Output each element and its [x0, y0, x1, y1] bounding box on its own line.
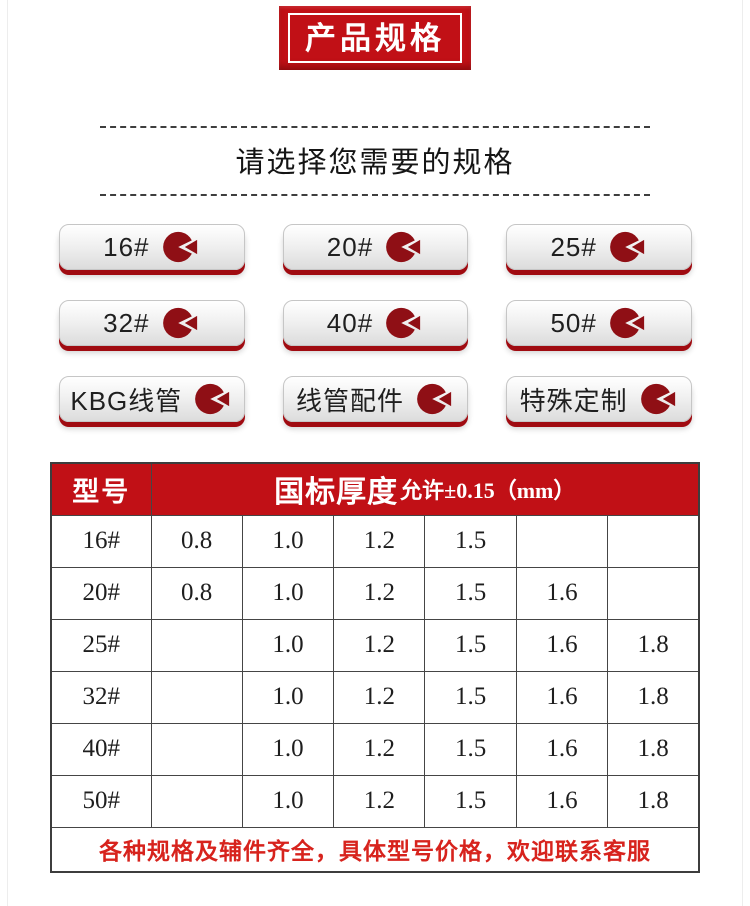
spec-option-label: KBG线管	[70, 385, 183, 416]
spec-option-label: 特殊定制	[519, 385, 628, 416]
spec-option-label: 50#	[550, 307, 597, 338]
spec-option-button[interactable]: 40#	[282, 300, 469, 346]
section-banner: 产品规格	[279, 6, 471, 70]
pie-wedge-icon	[417, 383, 452, 415]
thickness-cell: 1.0	[241, 774, 335, 828]
pie-wedge-icon	[386, 231, 421, 263]
spec-option-button[interactable]: 32#	[59, 300, 245, 346]
thickness-cell: 1.6	[515, 774, 609, 828]
model-cell: 20#	[50, 566, 152, 620]
footer-note: 各种规格及辅件齐全，具体型号价格，欢迎联系客服	[99, 838, 651, 865]
thickness-cell: 1.5	[424, 566, 517, 620]
thickness-cell: 1.6	[515, 670, 609, 724]
thickness-cell: 1.5	[424, 670, 517, 724]
table-row: 20# 0.8 1.0 1.2 1.5 1.6	[50, 566, 700, 620]
table-row: 50# 1.0 1.2 1.5 1.6 1.8	[50, 774, 700, 828]
pie-wedge-icon	[195, 383, 230, 415]
spec-option-label: 16#	[103, 231, 150, 262]
thickness-tolerance: 允许±0.15（mm）	[400, 478, 576, 504]
thickness-cell: 1.0	[241, 566, 335, 620]
spec-option-button[interactable]: KBG线管	[59, 376, 245, 422]
thickness-cell: 1.5	[424, 618, 517, 672]
spec-option-label: 25#	[550, 231, 597, 262]
banner-title: 产品规格	[305, 20, 445, 56]
spec-option-label: 线管配件	[295, 385, 404, 416]
thickness-cell: 1.2	[333, 774, 426, 828]
thickness-cell: 1.0	[241, 618, 335, 672]
thickness-cell: 1.8	[607, 618, 700, 672]
spec-option-button[interactable]: 50#	[506, 300, 692, 346]
thickness-cell: 0.8	[150, 514, 243, 568]
pie-wedge-icon	[609, 307, 644, 339]
thickness-cell	[607, 566, 700, 620]
spec-option-button[interactable]: 20#	[282, 224, 469, 270]
thickness-cell: 1.2	[333, 618, 426, 672]
thickness-cell: 1.8	[607, 774, 700, 828]
model-cell: 25#	[50, 618, 152, 672]
thickness-cell: 1.6	[515, 722, 609, 776]
pie-wedge-icon	[386, 307, 421, 339]
model-cell: 40#	[50, 722, 152, 776]
model-cell: 16#	[50, 514, 152, 568]
thickness-cell	[515, 514, 609, 568]
spec-option-label: 20#	[326, 231, 374, 262]
thickness-cell: 1.5	[424, 722, 517, 776]
table-row: 16# 0.8 1.0 1.2 1.5	[50, 514, 700, 568]
thickness-cell: 1.2	[333, 514, 426, 568]
table-row: 32# 1.0 1.2 1.5 1.6 1.8	[50, 670, 700, 724]
pie-wedge-icon	[162, 307, 197, 339]
model-column-header: 型号	[50, 462, 152, 516]
table-row: 40# 1.0 1.2 1.5 1.6 1.8	[50, 722, 700, 776]
spec-option-label: 32#	[103, 307, 150, 338]
spec-table: 型号 国标厚度 允许±0.15（mm） 16# 0.8 1.0 1.2 1.5 20# 0.…	[50, 462, 700, 873]
thickness-cell	[150, 670, 243, 724]
table-row: 25# 1.0 1.2 1.5 1.6 1.8	[50, 618, 700, 672]
spec-option-button[interactable]: 16#	[59, 224, 245, 270]
thickness-cell: 1.6	[515, 566, 609, 620]
thickness-cell: 1.0	[241, 514, 335, 568]
thickness-cell: 0.8	[150, 566, 243, 620]
spec-buttons-grid: 16# 20# 25# 32#	[59, 224, 692, 422]
thickness-cell: 1.5	[424, 774, 517, 828]
table-footer-row: 各种规格及辅件齐全，具体型号价格，欢迎联系客服	[50, 826, 700, 873]
spec-option-button[interactable]: 线管配件	[282, 376, 469, 422]
thickness-cell	[150, 618, 243, 672]
thickness-cell	[150, 722, 243, 776]
thickness-cell: 1.0	[241, 670, 335, 724]
pie-wedge-icon	[609, 231, 644, 263]
section-title-block: 请选择您需要的规格	[100, 126, 650, 196]
section-title: 请选择您需要的规格	[235, 147, 515, 179]
thickness-cell: 1.2	[333, 670, 426, 724]
spec-option-button[interactable]: 特殊定制	[506, 376, 692, 422]
table-header-row: 型号 国标厚度 允许±0.15（mm）	[50, 462, 700, 516]
thickness-cell: 1.2	[333, 722, 426, 776]
footer-note-cell: 各种规格及辅件齐全，具体型号价格，欢迎联系客服	[50, 826, 700, 873]
model-cell: 50#	[50, 774, 152, 828]
thickness-cell	[607, 514, 700, 568]
thickness-title: 国标厚度	[274, 476, 399, 510]
pie-wedge-icon	[162, 231, 197, 263]
thickness-cell: 1.5	[424, 514, 517, 568]
thickness-cell: 1.6	[515, 618, 609, 672]
spec-table-body: 16# 0.8 1.0 1.2 1.5 20# 0.8 1.0 1.2 1.5 1.6 25# 1.0 1…	[50, 514, 700, 828]
pie-wedge-icon	[640, 383, 675, 415]
thickness-cell: 1.2	[333, 566, 426, 620]
thickness-cell	[150, 774, 243, 828]
thickness-column-header: 国标厚度 允许±0.15（mm）	[150, 462, 700, 516]
thickness-cell: 1.0	[241, 722, 335, 776]
thickness-cell: 1.8	[607, 670, 700, 724]
spec-option-button[interactable]: 25#	[506, 224, 692, 270]
spec-option-label: 40#	[326, 307, 374, 338]
thickness-cell: 1.8	[607, 722, 700, 776]
model-cell: 32#	[50, 670, 152, 724]
